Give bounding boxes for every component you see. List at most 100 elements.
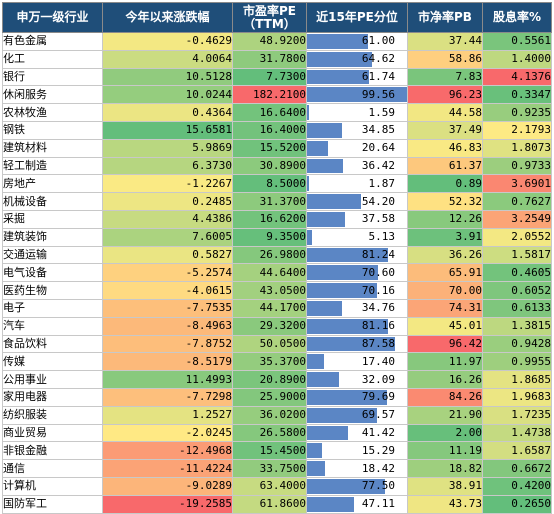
change-cell: 4.4386 [102, 209, 233, 229]
dividend-cell: 0.9733 [482, 156, 552, 176]
pe-percentile-value: 64.62 [361, 52, 395, 66]
table-row: 汽车 -8.4963 29.3200 81.16 45.01 1.3815 [2, 316, 552, 336]
pe-cell: 31.7800 [232, 49, 307, 69]
change-cell: 15.6581 [102, 120, 233, 140]
dividend-cell: 4.1376 [482, 67, 552, 87]
industry-name-cell: 通信 [2, 459, 103, 478]
table-row: 银行 10.5128 7.7300 61.74 7.83 4.1376 [2, 67, 552, 87]
table-row: 通信 -11.4224 33.7500 18.42 18.82 0.6672 [2, 459, 552, 478]
table-row: 钢铁 15.6581 16.4000 34.85 37.49 2.1793 [2, 120, 552, 140]
industry-name-cell: 电气设备 [2, 263, 103, 283]
pe-percentile-value: 32.09 [361, 372, 395, 386]
pe-cell: 16.6400 [232, 103, 307, 122]
industry-name-cell: 房地产 [2, 174, 103, 194]
table-row: 电气设备 -5.2574 44.6400 70.60 65.91 0.4605 [2, 263, 552, 283]
pe-percentile-value: 1.87 [368, 176, 396, 190]
table-row: 机械设备 0.2485 31.3700 54.20 52.32 0.7627 [2, 192, 552, 211]
dividend-cell: 0.2650 [482, 494, 552, 514]
pe-percentile-cell: 5.13 [306, 227, 408, 247]
pe-percentile-value: 34.85 [361, 123, 395, 137]
dividend-cell: 0.3347 [482, 85, 552, 105]
pe-percentile-cell: 32.09 [306, 370, 408, 389]
pe-percentile-bar [307, 194, 362, 209]
industry-name-cell: 采掘 [2, 209, 103, 229]
pe-percentile-cell: 41.42 [306, 423, 408, 443]
pb-cell: 96.23 [407, 85, 483, 105]
pb-cell: 46.83 [407, 138, 483, 158]
pe-percentile-bar [307, 443, 323, 459]
header-row: 申万一级行业 今年以来涨跌幅 市盈率PE （TTM） 近15年PE分位 市净率P… [2, 2, 552, 33]
dividend-cell: 1.5817 [482, 245, 552, 265]
dividend-cell: 1.4000 [482, 49, 552, 69]
pe-percentile-value: 69.57 [361, 408, 395, 422]
table-row: 家用电器 -7.7298 25.9000 79.69 84.26 1.9683 [2, 387, 552, 407]
pe-percentile-bar [307, 318, 389, 334]
pe-percentile-value: 15.29 [361, 443, 395, 457]
change-cell: 10.0244 [102, 85, 233, 105]
header-pe-percentile: 近15年PE分位 [306, 2, 408, 33]
dividend-cell: 1.6587 [482, 441, 552, 461]
table-row: 交通运输 0.5827 26.9800 81.24 36.26 1.5817 [2, 245, 552, 265]
industry-name-cell: 公用事业 [2, 370, 103, 389]
pe-cell: 8.5000 [232, 174, 307, 194]
industry-name-cell: 电子 [2, 298, 103, 318]
industry-name-cell: 银行 [2, 67, 103, 87]
pb-cell: 37.49 [407, 120, 483, 140]
pe-percentile-bar [307, 176, 309, 192]
pb-cell: 38.91 [407, 476, 483, 496]
industry-name-cell: 纺织服装 [2, 405, 103, 425]
pe-percentile-bar [307, 34, 368, 49]
change-cell: -1.2267 [102, 174, 233, 194]
pe-percentile-value: 81.16 [361, 319, 395, 333]
pe-percentile-value: 79.69 [361, 390, 395, 404]
change-cell: -7.7535 [102, 298, 233, 318]
pe-percentile-value: 34.76 [361, 301, 395, 315]
pe-percentile-cell: 15.29 [306, 441, 408, 461]
pe-percentile-bar [307, 229, 313, 245]
dividend-cell: 0.6133 [482, 298, 552, 318]
change-cell: -0.4629 [102, 32, 233, 51]
pb-cell: 11.97 [407, 352, 483, 372]
pe-cell: 182.2100 [232, 85, 307, 105]
table-row: 建筑装饰 7.6005 9.3500 5.13 3.91 2.0552 [2, 227, 552, 247]
table-row: 食品饮料 -7.8752 50.0500 87.58 96.42 0.9428 [2, 334, 552, 354]
pe-percentile-cell: 99.56 [306, 85, 408, 105]
pe-percentile-cell: 37.58 [306, 209, 408, 229]
change-cell: 4.0064 [102, 49, 233, 69]
pe-cell: 61.8600 [232, 494, 307, 514]
pb-cell: 52.32 [407, 192, 483, 211]
pb-cell: 12.26 [407, 209, 483, 229]
pe-percentile-value: 5.13 [368, 230, 396, 244]
dividend-cell: 0.4605 [482, 263, 552, 283]
pe-percentile-cell: 61.00 [306, 32, 408, 51]
pe-percentile-value: 61.00 [361, 34, 395, 48]
pe-percentile-bar [307, 389, 387, 405]
pe-cell: 50.0500 [232, 334, 307, 354]
dividend-cell: 0.4200 [482, 476, 552, 496]
dividend-cell: 1.3815 [482, 316, 552, 336]
pe-cell: 48.9200 [232, 32, 307, 51]
industry-name-cell: 传媒 [2, 352, 103, 372]
pb-cell: 3.91 [407, 227, 483, 247]
pb-cell: 61.37 [407, 156, 483, 176]
change-cell: -19.2585 [102, 494, 233, 514]
table-row: 农林牧渔 0.4364 16.6400 1.59 44.58 0.9235 [2, 103, 552, 122]
change-cell: 6.3730 [102, 156, 233, 176]
pe-percentile-bar [307, 140, 328, 156]
pe-percentile-cell: 47.11 [306, 494, 408, 514]
pe-percentile-bar [307, 87, 407, 103]
pe-percentile-cell: 1.87 [306, 174, 408, 194]
pe-cell: 43.0500 [232, 281, 307, 300]
dividend-cell: 0.6052 [482, 281, 552, 300]
pe-percentile-cell: 69.57 [306, 405, 408, 425]
pe-percentile-bar [307, 122, 342, 138]
dividend-cell: 3.6901 [482, 174, 552, 194]
table-row: 非银金融 -12.4968 15.4500 15.29 11.19 1.6587 [2, 441, 552, 461]
table-row: 采掘 4.4386 16.6200 37.58 12.26 3.2549 [2, 209, 552, 229]
pe-percentile-cell: 34.76 [306, 298, 408, 318]
header-change: 今年以来涨跌幅 [102, 2, 233, 33]
industry-name-cell: 非银金融 [2, 441, 103, 461]
pe-percentile-value: 61.74 [361, 69, 395, 83]
pe-cell: 15.5200 [232, 138, 307, 158]
pe-percentile-bar [307, 300, 342, 316]
